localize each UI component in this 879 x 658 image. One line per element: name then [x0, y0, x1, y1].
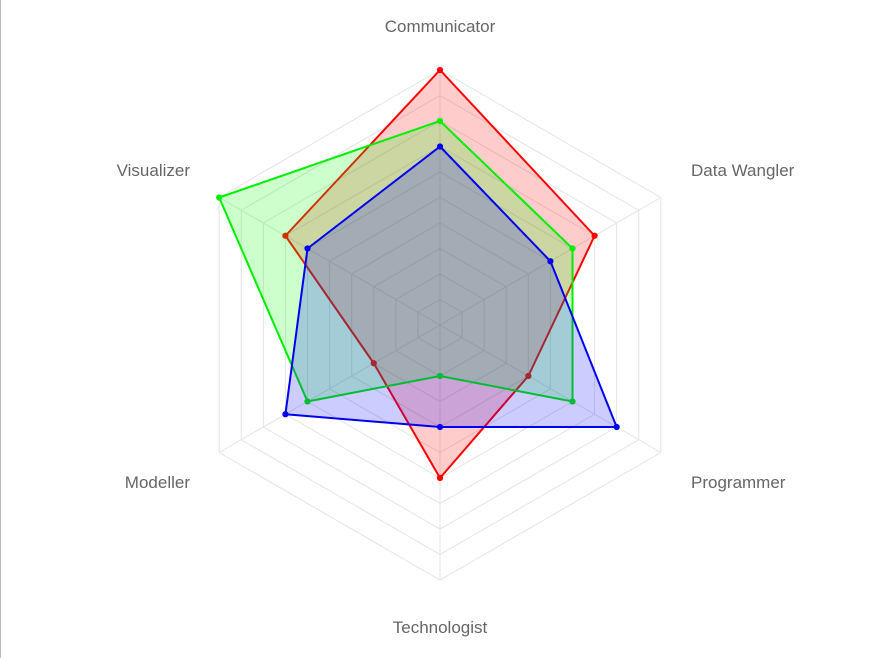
- series-1-point-communicator: [436, 66, 444, 74]
- axis-label-programmer: Programmer: [691, 473, 786, 492]
- series-2-point-technologist: [436, 372, 444, 380]
- axis-label-data-wangler: Data Wangler: [691, 161, 795, 180]
- series-2-point-visualizer: [216, 194, 223, 201]
- axis-label-visualizer: Visualizer: [117, 161, 191, 180]
- spoke-visualizer: [218, 197, 441, 326]
- series-1: [282, 66, 598, 482]
- series-3-point-visualizer: [304, 245, 311, 252]
- series-2-point-communicator: [436, 117, 444, 125]
- series-3-point-technologist: [436, 423, 444, 431]
- series-3-point-data-wangler: [547, 258, 554, 265]
- series-1-point-visualizer: [282, 232, 289, 239]
- series-2-point-programmer: [569, 398, 576, 405]
- spoke-programmer: [439, 324, 662, 453]
- spoke-modeller: [218, 324, 441, 453]
- series-3-point-modeller: [282, 411, 289, 418]
- series-1-point-data-wangler: [591, 232, 598, 239]
- axis-label-technologist: Technologist: [393, 618, 488, 637]
- series-3-point-communicator: [436, 143, 444, 150]
- axis-label-communicator: Communicator: [385, 17, 496, 36]
- series-1-point-programmer: [525, 372, 532, 380]
- series-3: [282, 143, 620, 431]
- axis-label-modeller: Modeller: [125, 473, 191, 492]
- frame-border: [0, 0, 1, 658]
- series-1-point-modeller: [370, 360, 377, 367]
- series-2-point-modeller: [304, 398, 311, 405]
- series-2-point-data-wangler: [569, 245, 576, 252]
- series-1-point-technologist: [436, 474, 444, 482]
- series-3-point-programmer: [613, 423, 620, 431]
